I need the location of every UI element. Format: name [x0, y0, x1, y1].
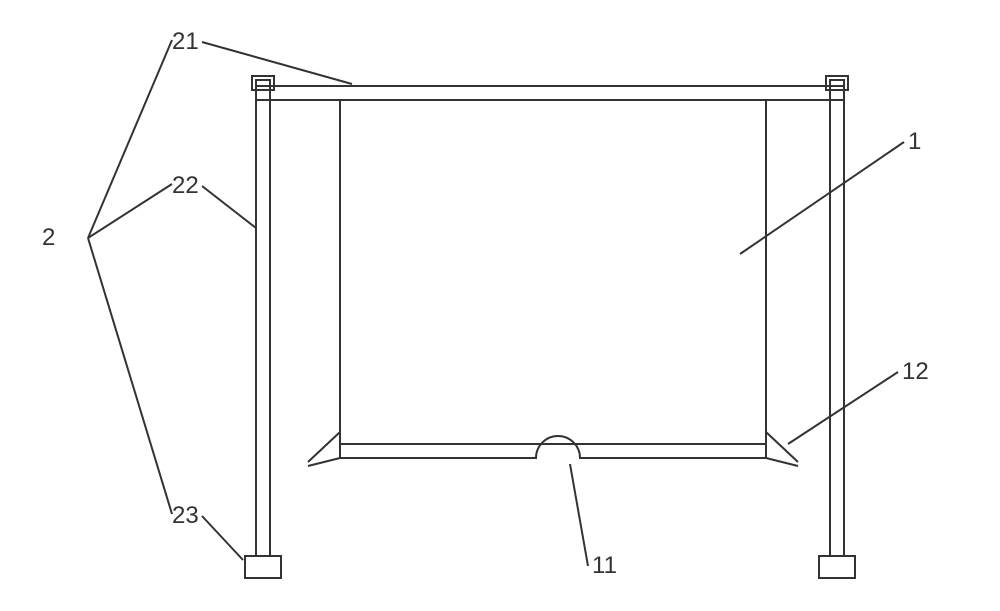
technical-diagram: 212223211211	[0, 0, 1000, 606]
label-21: 21	[172, 28, 199, 56]
label-23: 23	[172, 502, 199, 530]
label-1: 1	[908, 128, 921, 156]
label-2: 2	[42, 224, 55, 252]
leader-lines-group	[88, 40, 904, 566]
diagram-svg	[0, 0, 1000, 606]
structure-group	[245, 76, 855, 578]
label-12: 12	[902, 358, 929, 386]
label-11: 11	[592, 552, 617, 580]
label-22: 22	[172, 172, 199, 200]
